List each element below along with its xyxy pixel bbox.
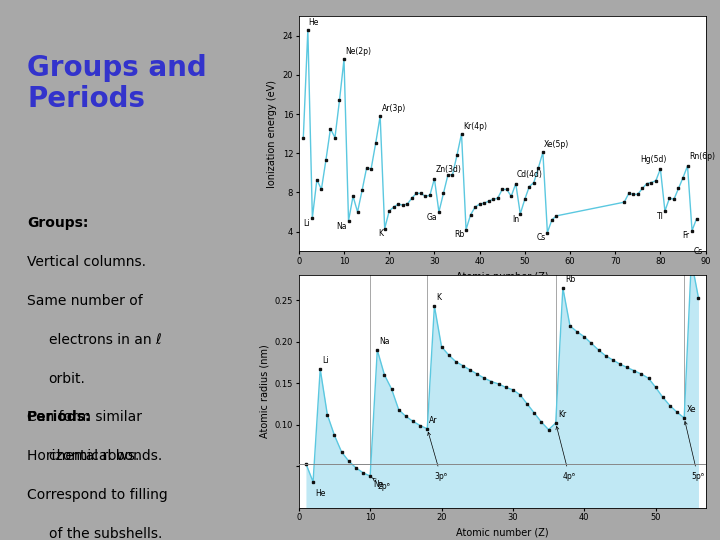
Text: K: K: [378, 230, 383, 238]
Y-axis label: Ionization energy (eV): Ionization energy (eV): [267, 79, 277, 187]
Text: orbit.: orbit.: [49, 372, 86, 386]
Text: Tl: Tl: [657, 212, 664, 221]
Text: Kr: Kr: [558, 410, 566, 419]
Text: Kr(4p): Kr(4p): [463, 122, 487, 131]
Text: He: He: [309, 18, 319, 27]
Text: Ne(2p): Ne(2p): [346, 48, 372, 56]
Text: Zn(3d): Zn(3d): [436, 165, 462, 174]
Text: Correspond to filling: Correspond to filling: [27, 488, 168, 502]
Text: Horizontal rows.: Horizontal rows.: [27, 449, 140, 463]
Text: Ne: Ne: [373, 481, 383, 489]
Text: Xe(5p): Xe(5p): [544, 140, 570, 149]
Text: Rn(6p): Rn(6p): [689, 152, 715, 161]
Y-axis label: Atomic radius (nm): Atomic radius (nm): [259, 345, 269, 438]
Text: Can form similar: Can form similar: [27, 410, 142, 424]
Text: Ar: Ar: [429, 416, 438, 424]
Text: He: He: [315, 489, 325, 498]
Text: Periods:: Periods:: [27, 410, 91, 424]
X-axis label: Atomic number (Z): Atomic number (Z): [456, 271, 549, 281]
Text: Xe: Xe: [686, 405, 696, 414]
Text: 4p⁶: 4p⁶: [556, 427, 576, 481]
Text: Groups:: Groups:: [27, 216, 89, 230]
Text: Fr: Fr: [683, 231, 690, 240]
Text: Na: Na: [337, 221, 347, 231]
Text: Hg(5d): Hg(5d): [640, 155, 667, 164]
Text: Ar(3p): Ar(3p): [382, 104, 406, 113]
Text: 2p⁶: 2p⁶: [372, 478, 390, 491]
Text: Li: Li: [323, 356, 329, 365]
Text: Cs: Cs: [537, 233, 546, 242]
Text: of the subshells.: of the subshells.: [49, 527, 162, 540]
Text: Ga: Ga: [427, 213, 438, 222]
Text: Cd(4d): Cd(4d): [517, 170, 543, 179]
Text: Na: Na: [379, 337, 390, 346]
Text: Rb: Rb: [454, 231, 464, 239]
Text: electrons in an ℓ: electrons in an ℓ: [49, 333, 161, 347]
X-axis label: Atomic number (Z): Atomic number (Z): [456, 528, 549, 538]
Text: Rb: Rb: [565, 275, 575, 284]
Text: chemical bonds.: chemical bonds.: [49, 449, 162, 463]
Text: 5p⁶: 5p⁶: [684, 422, 704, 481]
Text: Groups and
Periods: Groups and Periods: [27, 54, 207, 113]
Text: K: K: [436, 293, 441, 302]
Text: Vertical columns.: Vertical columns.: [27, 255, 146, 269]
Text: Li: Li: [304, 219, 310, 227]
Text: In: In: [512, 215, 519, 224]
Text: Cs: Cs: [693, 247, 703, 256]
Text: 3p⁶: 3p⁶: [428, 432, 447, 481]
Text: Same number of: Same number of: [27, 294, 143, 308]
